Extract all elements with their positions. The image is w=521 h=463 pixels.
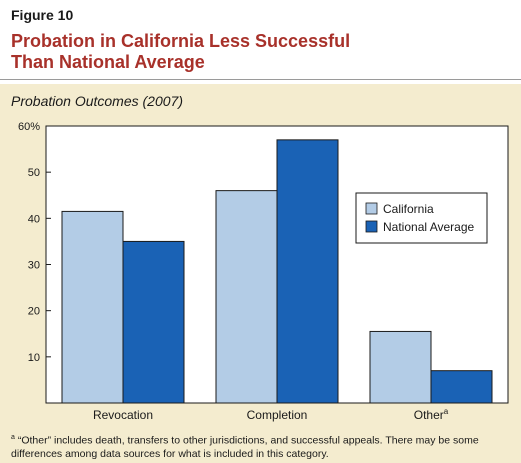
figure-title-line-1: Probation in California Less Successful <box>11 31 351 51</box>
footnote: a “Other” includes death, transfers to o… <box>11 431 511 461</box>
category-superscript: a <box>444 407 449 416</box>
chart-subtitle: Probation Outcomes (2007) <box>11 93 183 109</box>
y-tick-label: 40 <box>28 213 40 225</box>
legend-box <box>355 192 488 244</box>
bar-completion-national-average <box>276 139 339 404</box>
bar-revocation-national-average <box>122 240 185 404</box>
legend-swatch-california <box>365 202 378 215</box>
bar-revocation-california <box>61 210 124 404</box>
legend-swatch-national-average <box>365 220 378 233</box>
bar-completion-california <box>215 190 278 404</box>
figure-title-line-2: Than National Average <box>11 52 205 72</box>
footnote-text: “Other” includes death, transfers to oth… <box>11 434 479 460</box>
category-label: Othera <box>414 407 449 422</box>
title-divider <box>0 79 521 80</box>
y-tick-label: 60% <box>18 121 40 133</box>
figure-title: Probation in California Less Successful … <box>11 31 350 73</box>
y-tick-label: 30 <box>28 260 40 272</box>
footnote-marker: a <box>11 434 15 441</box>
legend-label: National Average <box>383 220 475 234</box>
bar-other-national-average <box>430 370 493 404</box>
y-tick-label: 10 <box>28 352 40 364</box>
category-label: Revocation <box>93 408 153 422</box>
y-tick-label: 50 <box>28 167 40 179</box>
figure-label: Figure 10 <box>11 7 74 23</box>
legend-label: California <box>383 202 434 216</box>
bar-other-california <box>369 330 432 404</box>
category-label: Completion <box>247 408 308 422</box>
y-tick-label: 20 <box>28 306 40 318</box>
